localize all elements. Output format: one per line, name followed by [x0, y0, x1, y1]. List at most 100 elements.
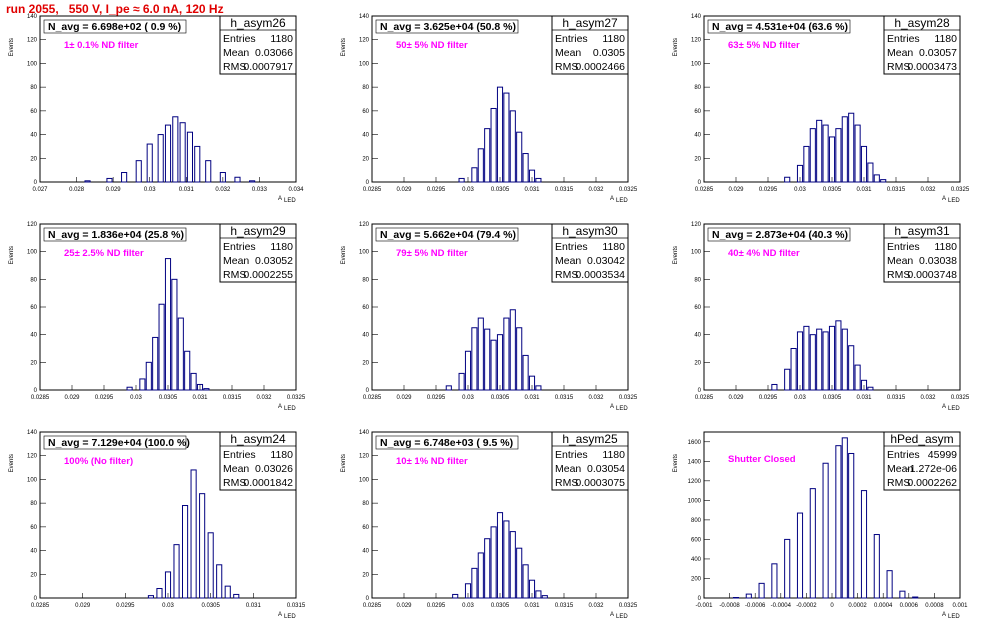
histogram-bin — [745, 593, 752, 599]
histogram-bin — [496, 334, 504, 391]
stats-box — [883, 15, 961, 75]
x-tick-label: 0.0285 — [695, 187, 714, 193]
histogram-bin — [157, 134, 164, 183]
x-tick-label: 0.029 — [396, 395, 412, 401]
histogram-bin — [503, 317, 510, 391]
histogram-bin — [496, 512, 504, 599]
stats-value: 0.03057 — [919, 47, 957, 59]
x-tick-label: 0.029 — [728, 187, 744, 193]
histogram-bin — [522, 564, 529, 599]
histogram-bin — [528, 169, 536, 183]
y-tick-label: 60 — [362, 525, 369, 531]
histogram-bin — [179, 122, 186, 183]
stats-value: 0.0002255 — [243, 269, 293, 281]
stats-box — [551, 15, 629, 75]
y-tick-label: 140 — [359, 430, 370, 436]
histogram-bin — [848, 345, 855, 391]
histogram-bin — [835, 320, 842, 391]
y-tick-label: 1400 — [688, 459, 702, 465]
x-tick-label: 0.029 — [64, 395, 80, 401]
x-tick-label: 0.0295 — [759, 187, 778, 193]
navg-box — [707, 227, 851, 242]
stats-label: Mean — [555, 47, 581, 59]
x-tick-label: 0.0315 — [887, 395, 906, 401]
x-tick-label: 0.0295 — [759, 395, 778, 401]
histogram-bin — [164, 571, 172, 599]
histogram-bin — [177, 317, 184, 391]
x-tick-label: 0.03 — [144, 187, 156, 193]
stats-value: 0.0007917 — [243, 61, 293, 73]
stats-label: Entries — [555, 449, 588, 461]
x-tick-label: 0.0315 — [555, 395, 574, 401]
x-tick-label: 0.031 — [524, 187, 540, 193]
x-tick-label: 0.0002 — [848, 603, 867, 609]
y-tick-label: 0 — [34, 388, 38, 394]
y-tick-label: 1600 — [688, 440, 702, 446]
navg-text: N_avg = 3.625e+04 (50.8 %) — [380, 21, 516, 33]
histogram-name: h_asym24 — [230, 432, 286, 446]
x-tick-label: 0.032 — [920, 187, 936, 193]
histogram-bin — [796, 512, 804, 599]
histogram-panel: 0.0285 0.029 0.0295 0.03 0.0305 0.031 0.0315 0.… — [9, 222, 306, 412]
x-axis-label-sub: LED — [948, 198, 960, 204]
histogram-bin — [199, 493, 206, 599]
stats-label: Mean — [555, 255, 581, 267]
x-tick-label: 0.0285 — [363, 603, 382, 609]
histogram-bin — [841, 328, 848, 391]
filter-note: 10± 1% ND filter — [396, 456, 468, 467]
histogram-panel: 0.0285 0.029 0.0295 0.03 0.0305 0.031 0.0315 0.… — [673, 14, 970, 204]
y-tick-label: 60 — [362, 109, 369, 115]
y-axis-label: Events — [341, 454, 347, 472]
histogram-bin — [822, 331, 829, 391]
stats-label: Mean — [887, 255, 913, 267]
x-axis-label-sub: LED — [616, 198, 628, 204]
histogram-bin — [126, 386, 133, 391]
stats-label: Entries — [555, 241, 588, 253]
filter-note: 50± 5% ND filter — [396, 40, 468, 51]
y-tick-label: 140 — [359, 14, 370, 20]
x-tick-label: 0.031 — [524, 603, 540, 609]
x-axis-label: A — [942, 404, 946, 410]
y-tick-label: 120 — [691, 222, 702, 228]
y-tick-label: 120 — [27, 222, 38, 228]
x-tick-label: 0.031 — [524, 395, 540, 401]
y-tick-label: 1000 — [688, 498, 702, 504]
histogram-bin — [84, 180, 91, 183]
histogram-bin — [816, 328, 823, 391]
histogram-bin — [484, 538, 491, 599]
histogram-bin — [771, 563, 778, 599]
stats-value: 0.03042 — [587, 255, 625, 267]
x-tick-label: 0.031 — [856, 395, 872, 401]
y-tick-label: 100 — [359, 61, 370, 67]
histogram-bin — [234, 176, 241, 183]
x-tick-label: 0.0305 — [201, 603, 220, 609]
y-tick-label: 100 — [691, 250, 702, 256]
x-axis-label: A — [610, 196, 614, 202]
y-tick-label: 100 — [359, 250, 370, 256]
y-tick-label: 40 — [694, 133, 701, 139]
stats-value: 0.0003473 — [907, 61, 957, 73]
histogram-bin — [784, 368, 791, 391]
stats-value: 0.0002466 — [575, 61, 625, 73]
histogram-bin — [835, 445, 842, 599]
histogram-bin — [196, 383, 204, 391]
x-tick-label: 0.0004 — [874, 603, 893, 609]
y-tick-label: 140 — [27, 430, 38, 436]
stats-label: Entries — [555, 33, 588, 45]
x-tick-label: 0.0295 — [427, 603, 446, 609]
y-tick-label: 20 — [30, 572, 37, 578]
y-tick-label: 0 — [366, 596, 370, 602]
stats-value: 0.03052 — [255, 255, 293, 267]
histogram-bin — [106, 177, 113, 183]
x-tick-label: -0.0008 — [719, 603, 740, 609]
x-tick-label: 0.0295 — [427, 187, 446, 193]
navg-box — [43, 19, 187, 34]
y-tick-label: 20 — [30, 156, 37, 162]
x-axis-label: A — [278, 612, 282, 618]
histogram-bin — [822, 462, 829, 599]
y-tick-label: 60 — [30, 525, 37, 531]
histogram-bin — [528, 579, 536, 599]
histogram-bin — [496, 86, 504, 183]
histogram-bin — [207, 532, 214, 599]
histogram-bin — [809, 128, 816, 183]
